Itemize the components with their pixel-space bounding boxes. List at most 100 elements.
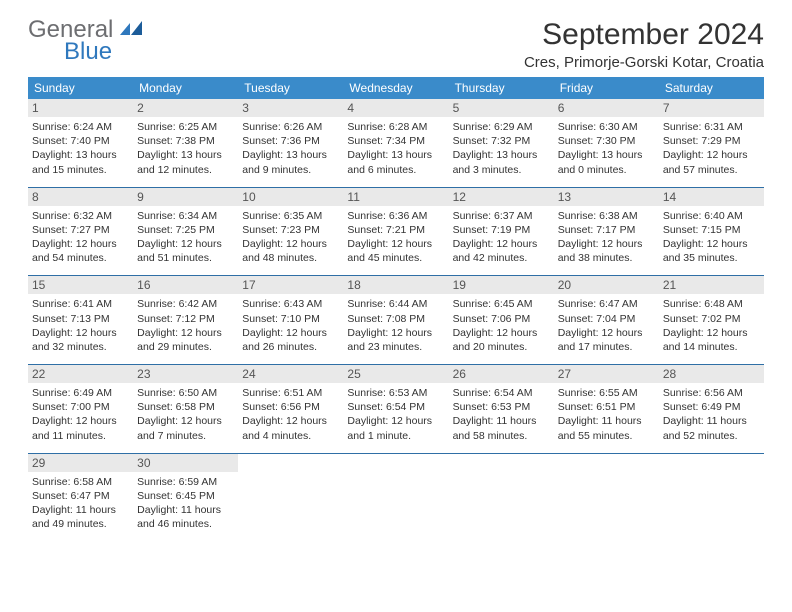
sunrise-line: Sunrise: 6:24 AM: [32, 120, 129, 134]
location-text: Cres, Primorje-Gorski Kotar, Croatia: [524, 54, 764, 71]
sunrise-line: Sunrise: 6:40 AM: [663, 209, 760, 223]
sunrise-line: Sunrise: 6:28 AM: [347, 120, 444, 134]
sunset-line: Sunset: 7:36 PM: [242, 134, 339, 148]
sunset-line: Sunset: 7:32 PM: [453, 134, 550, 148]
logo: General Blue: [28, 18, 146, 64]
sunset-line: Sunset: 6:53 PM: [453, 400, 550, 414]
day-of-week-cell: Thursday: [449, 77, 554, 99]
sunset-line: Sunset: 7:04 PM: [558, 312, 655, 326]
daylight-line: Daylight: 12 hours and 11 minutes.: [32, 414, 129, 442]
sunrise-line: Sunrise: 6:56 AM: [663, 386, 760, 400]
day-number: 15: [28, 276, 133, 294]
sunrise-line: Sunrise: 6:59 AM: [137, 475, 234, 489]
sunset-line: Sunset: 7:27 PM: [32, 223, 129, 237]
day-number: 2: [133, 99, 238, 117]
daylight-line: Daylight: 12 hours and 14 minutes.: [663, 326, 760, 354]
day-number: 3: [238, 99, 343, 117]
calendar-day: 15 Sunrise: 6:41 AMSunset: 7:13 PMDayligh…: [28, 276, 133, 358]
sunrise-line: Sunrise: 6:35 AM: [242, 209, 339, 223]
sunrise-line: Sunrise: 6:49 AM: [32, 386, 129, 400]
daylight-line: Daylight: 12 hours and 54 minutes.: [32, 237, 129, 265]
daylight-line: Daylight: 13 hours and 15 minutes.: [32, 148, 129, 176]
sunset-line: Sunset: 7:29 PM: [663, 134, 760, 148]
day-number: 24: [238, 365, 343, 383]
daylight-line: Daylight: 11 hours and 46 minutes.: [137, 503, 234, 531]
calendar-day: 10Sunrise: 6:35 AMSunset: 7:23 PMDayligh…: [238, 188, 343, 270]
sunrise-line: Sunrise: 6:44 AM: [347, 297, 444, 311]
calendar-day: 30Sunrise: 6:59 AMSunset: 6:45 PMDayligh…: [133, 454, 238, 536]
sunrise-line: Sunrise: 6:37 AM: [453, 209, 550, 223]
sunset-line: Sunset: 7:34 PM: [347, 134, 444, 148]
sunset-line: Sunset: 7:02 PM: [663, 312, 760, 326]
sunrise-line: Sunrise: 6:29 AM: [453, 120, 550, 134]
day-number: 26: [449, 365, 554, 383]
daylight-line: Daylight: 13 hours and 6 minutes.: [347, 148, 444, 176]
daylight-line: Daylight: 12 hours and 29 minutes.: [137, 326, 234, 354]
calendar-day: 5 Sunrise: 6:29 AMSunset: 7:32 PMDaylight…: [449, 99, 554, 181]
sunset-line: Sunset: 7:00 PM: [32, 400, 129, 414]
day-number: 8: [28, 188, 133, 206]
calendar: SundayMondayTuesdayWednesdayThursdayFrid…: [28, 77, 764, 535]
sunset-line: Sunset: 6:45 PM: [137, 489, 234, 503]
sunrise-line: Sunrise: 6:30 AM: [558, 120, 655, 134]
calendar-week: 22Sunrise: 6:49 AMSunset: 7:00 PMDayligh…: [28, 364, 764, 447]
calendar-day: 13Sunrise: 6:38 AMSunset: 7:17 PMDayligh…: [554, 188, 659, 270]
day-number: 27: [554, 365, 659, 383]
sunrise-line: Sunrise: 6:32 AM: [32, 209, 129, 223]
day-number: 9: [133, 188, 238, 206]
day-number: 19: [449, 276, 554, 294]
day-number: 17: [238, 276, 343, 294]
calendar-day: [238, 454, 343, 536]
sunrise-line: Sunrise: 6:54 AM: [453, 386, 550, 400]
sunrise-line: Sunrise: 6:55 AM: [558, 386, 655, 400]
daylight-line: Daylight: 13 hours and 0 minutes.: [558, 148, 655, 176]
calendar-day: [449, 454, 554, 536]
sunset-line: Sunset: 7:38 PM: [137, 134, 234, 148]
daylight-line: Daylight: 12 hours and 17 minutes.: [558, 326, 655, 354]
calendar-day: 3 Sunrise: 6:26 AMSunset: 7:36 PMDaylight…: [238, 99, 343, 181]
day-number: 29: [28, 454, 133, 472]
sunset-line: Sunset: 7:30 PM: [558, 134, 655, 148]
calendar-day: [554, 454, 659, 536]
day-number: 23: [133, 365, 238, 383]
daylight-line: Daylight: 11 hours and 49 minutes.: [32, 503, 129, 531]
day-number: 5: [449, 99, 554, 117]
sunrise-line: Sunrise: 6:41 AM: [32, 297, 129, 311]
sunrise-line: Sunrise: 6:45 AM: [453, 297, 550, 311]
calendar-day: 22 Sunrise: 6:49 AMSunset: 7:00 PMDayligh…: [28, 365, 133, 447]
calendar-day: 4Sunrise: 6:28 AMSunset: 7:34 PMDaylight…: [343, 99, 448, 181]
day-number: 10: [238, 188, 343, 206]
day-number: 22: [28, 365, 133, 383]
day-number: 1: [28, 99, 133, 117]
daylight-line: Daylight: 13 hours and 9 minutes.: [242, 148, 339, 176]
calendar-day: 24Sunrise: 6:51 AMSunset: 6:56 PMDayligh…: [238, 365, 343, 447]
daylight-line: Daylight: 12 hours and 38 minutes.: [558, 237, 655, 265]
calendar-week: 15Sunrise: 6:41 AMSunset: 7:13 PMDayligh…: [28, 275, 764, 358]
day-of-week-cell: Wednesday: [343, 77, 448, 99]
daylight-line: Daylight: 12 hours and 4 minutes.: [242, 414, 339, 442]
sunset-line: Sunset: 7:13 PM: [32, 312, 129, 326]
calendar-day: 26Sunrise: 6:54 AMSunset: 6:53 PMDayligh…: [449, 365, 554, 447]
day-number: 18: [343, 276, 448, 294]
calendar-day: 6 Sunrise: 6:30 AMSunset: 7:30 PMDaylight…: [554, 99, 659, 181]
daylight-line: Daylight: 12 hours and 26 minutes.: [242, 326, 339, 354]
day-number: 6: [554, 99, 659, 117]
sunset-line: Sunset: 7:19 PM: [453, 223, 550, 237]
logo-mark-icon: [120, 24, 146, 41]
sunset-line: Sunset: 7:06 PM: [453, 312, 550, 326]
header: General Blue September 2024 Cres, Primor…: [28, 18, 764, 71]
sunrise-line: Sunrise: 6:31 AM: [663, 120, 760, 134]
daylight-line: Daylight: 13 hours and 12 minutes.: [137, 148, 234, 176]
calendar-week: 1Sunrise: 6:24 AMSunset: 7:40 PMDaylight…: [28, 99, 764, 181]
sunset-line: Sunset: 7:08 PM: [347, 312, 444, 326]
day-of-week-cell: Monday: [133, 77, 238, 99]
calendar-day: 7Sunrise: 6:31 AMSunset: 7:29 PMDaylight…: [659, 99, 764, 181]
sunrise-line: Sunrise: 6:53 AM: [347, 386, 444, 400]
sunrise-line: Sunrise: 6:51 AM: [242, 386, 339, 400]
day-of-week-cell: Saturday: [659, 77, 764, 99]
daylight-line: Daylight: 12 hours and 32 minutes.: [32, 326, 129, 354]
daylight-line: Daylight: 13 hours and 3 minutes.: [453, 148, 550, 176]
sunrise-line: Sunrise: 6:26 AM: [242, 120, 339, 134]
calendar-day: 14Sunrise: 6:40 AMSunset: 7:15 PMDayligh…: [659, 188, 764, 270]
sunrise-line: Sunrise: 6:38 AM: [558, 209, 655, 223]
